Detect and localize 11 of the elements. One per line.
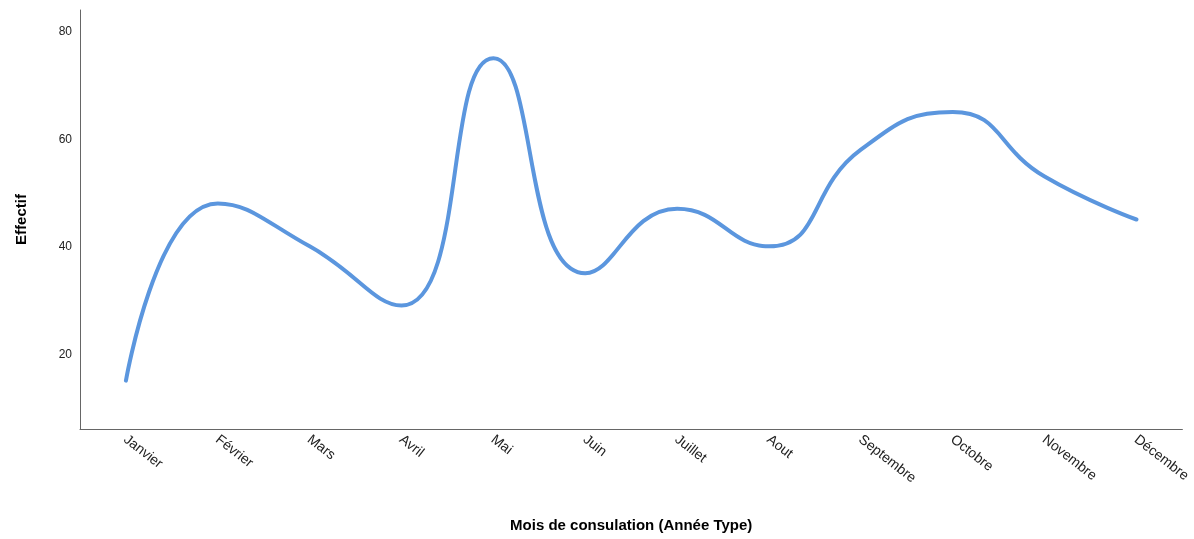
y-tick-label: 20 xyxy=(58,346,73,361)
x-tick-label: Avril xyxy=(396,430,428,460)
y-tick-label: 80 xyxy=(58,24,73,39)
x-axis-title: Mois de consulation (Année Type) xyxy=(510,516,753,533)
x-tick-label: Aout xyxy=(764,430,797,462)
y-axis-title: Effectif xyxy=(12,193,29,245)
y-tick-label: 60 xyxy=(58,131,73,146)
line-series xyxy=(123,56,1139,383)
y-tick-label: 40 xyxy=(58,239,73,254)
x-tick-label: Mai xyxy=(488,430,517,458)
x-tick-label: Juin xyxy=(580,430,611,460)
